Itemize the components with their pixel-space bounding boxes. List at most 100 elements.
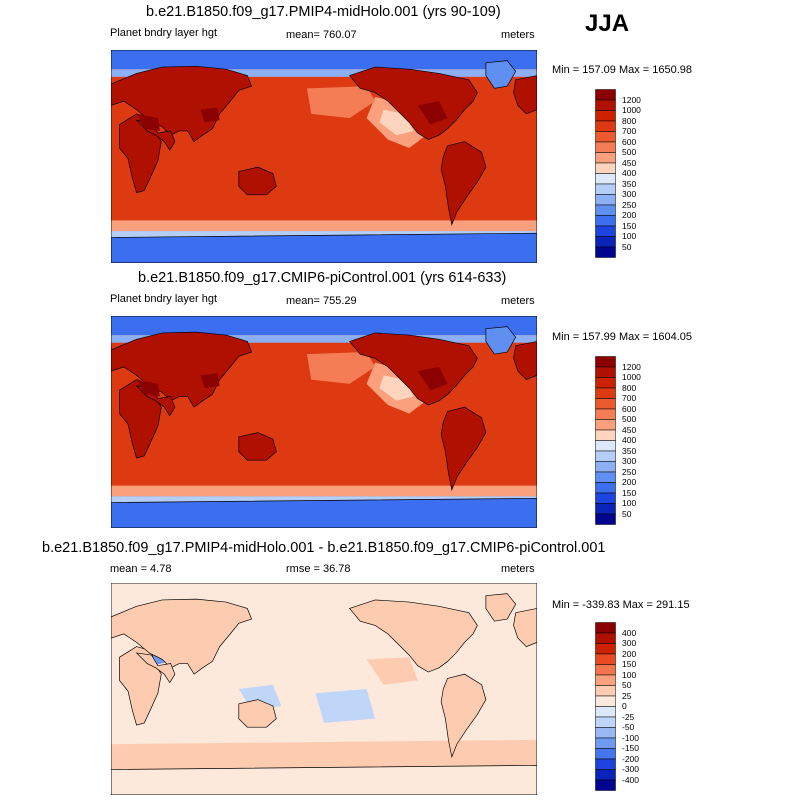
colorbar-box	[595, 779, 616, 791]
colorbar-tick-label: 150	[622, 659, 637, 669]
colorbar-tick-label: 200	[622, 210, 637, 220]
colorbar-tick-label: 300	[622, 638, 637, 648]
panel-3-units-label: meters	[501, 563, 535, 575]
panel-3-rmse-label: rmse = 36.78	[286, 563, 351, 575]
panel-3-colorbar: 400 300 200 150 100 50 25 0 -25 -50 -100 -150 -200 -3…	[595, 622, 675, 791]
continent-outline	[440, 673, 487, 759]
colorbar-tick-label: 400	[622, 435, 637, 445]
colorbar-box	[595, 173, 616, 185]
colorbar-tick-label: 1200	[622, 94, 641, 105]
continent-outline	[513, 608, 537, 647]
desert-high	[200, 373, 220, 389]
colorbar-box	[595, 450, 616, 462]
colorbar-tick-label: 700	[622, 126, 637, 136]
colorbar-box	[595, 685, 616, 697]
colorbar-box	[595, 471, 616, 483]
panel-2-colorbar: 1200 1000 800 700 600 500 450 400 350 300 250 200 15…	[595, 356, 675, 525]
panel-1-variable-label: Planet bndry layer hgt	[110, 27, 218, 39]
colorbar-tick-label: -50	[622, 722, 635, 732]
panel-3-minmax: Min = -339.83 Max = 291.15	[552, 599, 690, 611]
arctic-band-edge	[111, 69, 537, 77]
colorbar-tick-label: 100	[622, 498, 637, 508]
colorbar-tick-label: 250	[622, 199, 637, 210]
continent-outline	[111, 764, 537, 795]
desert-high	[200, 107, 220, 123]
colorbar-box	[595, 503, 616, 515]
continent-outline	[238, 432, 277, 461]
colorbar-tick-label: -100	[622, 732, 640, 743]
southern-ocean-band	[111, 220, 537, 232]
colorbar-box	[595, 748, 616, 760]
north-pacific-patch	[306, 86, 376, 119]
continent-outline	[348, 599, 478, 673]
colorbar-box	[595, 246, 616, 258]
anomaly-patch	[366, 657, 418, 685]
colorbar-box	[595, 408, 616, 420]
colorbar-tick-label: 25	[622, 690, 632, 701]
colorbar-box	[595, 419, 616, 431]
panel-2-units-label: meters	[501, 295, 535, 307]
arctic-band-edge	[111, 335, 537, 343]
colorbar-box	[595, 215, 616, 227]
colorbar-box	[595, 236, 616, 248]
colorbar-tick-label: 400	[622, 627, 637, 638]
colorbar-box	[595, 89, 616, 101]
panel-1-colorbar: 1200 1000 800 700 600 500 450 400 350 300 250 200 15…	[595, 89, 675, 258]
colorbar-tick-label: 350	[622, 178, 637, 189]
continent-outline	[111, 497, 537, 528]
colorbar-box	[595, 162, 616, 174]
colorbar-tick-label: 1000	[622, 372, 641, 382]
panel-3-map	[111, 583, 537, 795]
colorbar-box	[595, 664, 616, 676]
southern-ocean-band	[111, 485, 537, 497]
colorbar-box	[595, 141, 616, 153]
panel-2-map	[111, 316, 537, 528]
colorbar-box	[595, 131, 616, 143]
colorbar-tick-label: 200	[622, 477, 637, 487]
colorbar-tick-label: 50	[622, 508, 632, 519]
colorbar-box	[595, 758, 616, 770]
colorbar-box	[595, 706, 616, 718]
colorbar-box	[595, 716, 616, 728]
colorbar-tick-label: 500	[622, 414, 637, 424]
colorbar-box	[595, 695, 616, 707]
panel-3-mean-label: mean = 4.78	[110, 563, 172, 575]
desert-high	[136, 113, 160, 131]
colorbar-boxes	[595, 622, 616, 791]
colorbar-tick-label: 0	[622, 701, 627, 711]
colorbar-tick-label: -25	[622, 711, 635, 722]
continent-outline	[111, 598, 253, 675]
panel-2-minmax: Min = 157.99 Max = 1604.05	[552, 331, 693, 343]
panel-2-mean-label: mean= 755.29	[286, 295, 357, 307]
panel-2-variable-label: Planet bndry layer hgt	[110, 293, 218, 305]
colorbar-box	[595, 653, 616, 665]
arctic-band	[111, 50, 537, 70]
desert-high	[136, 379, 160, 397]
panel-1-mean-label: mean= 760.07	[286, 29, 357, 41]
continent-outline	[513, 75, 537, 115]
colorbar-tick-label: 300	[622, 189, 637, 199]
colorbar-box	[595, 492, 616, 504]
colorbar-box	[595, 674, 616, 686]
colorbar-box	[595, 183, 616, 195]
colorbar-tick-label: 100	[622, 669, 637, 680]
colorbar-box	[595, 398, 616, 410]
desert-high	[417, 366, 448, 391]
anomaly-patch	[111, 739, 537, 770]
continent-outline	[513, 341, 537, 380]
colorbar-box	[595, 356, 616, 368]
colorbar-tick-label: -150	[622, 743, 640, 753]
colorbar-tick-label: 350	[622, 445, 637, 456]
continent-outline	[135, 652, 176, 684]
colorbar-box	[595, 429, 616, 441]
colorbar-box	[595, 482, 616, 494]
colorbar-tick-label: 700	[622, 393, 637, 403]
colorbar-tick-label: 150	[622, 487, 637, 498]
colorbar-tick-label: 800	[622, 115, 637, 126]
colorbar-tick-label: 200	[622, 648, 637, 659]
continent-outline	[485, 60, 517, 89]
colorbar-tick-label: -300	[622, 764, 640, 774]
colorbar-box	[595, 632, 616, 644]
season-label: JJA	[585, 10, 630, 37]
continent-outline	[485, 593, 517, 622]
